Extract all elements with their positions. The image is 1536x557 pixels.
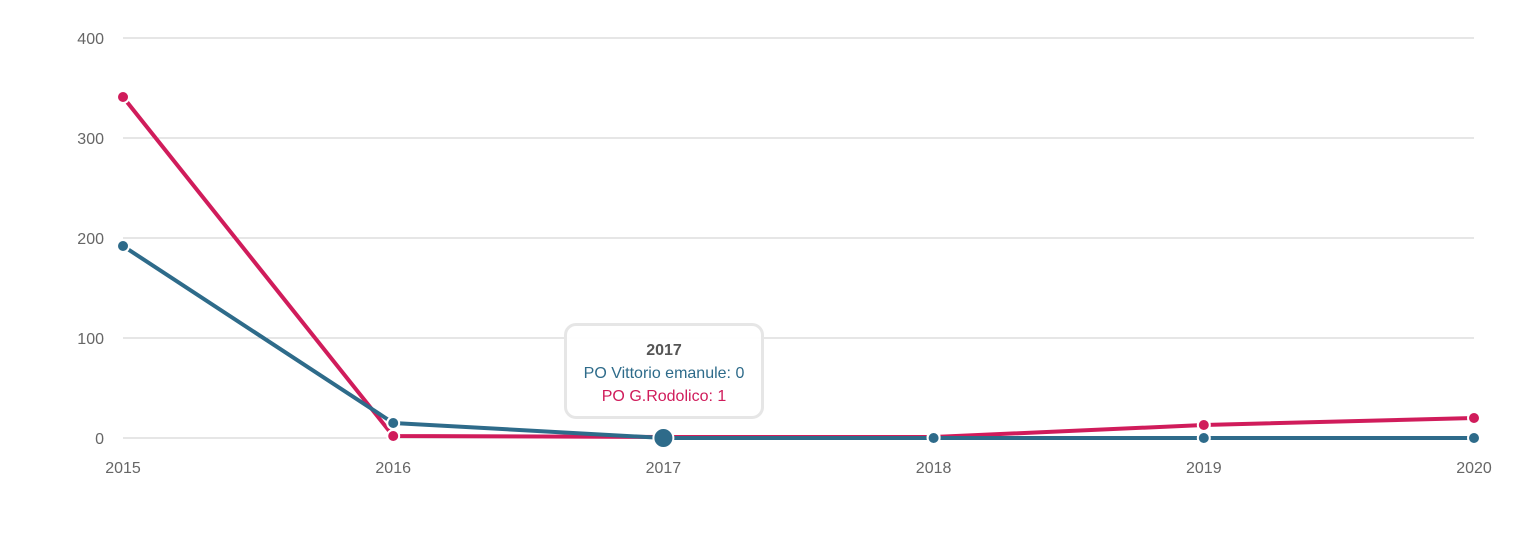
series-lines bbox=[121, 95, 1476, 440]
data-point-series-2[interactable] bbox=[1467, 411, 1481, 425]
y-tick-label: 200 bbox=[77, 231, 104, 248]
y-axis-tick-labels: 0 100 200 300 400 bbox=[77, 31, 104, 448]
data-point-series-1[interactable] bbox=[652, 427, 675, 449]
x-tick-label: 2019 bbox=[1186, 460, 1222, 477]
x-tick-label: 2017 bbox=[646, 460, 682, 477]
x-axis-tick-labels: 2015 2016 2017 2018 2019 2020 bbox=[105, 460, 1492, 477]
y-tick-label: 400 bbox=[77, 31, 104, 48]
data-point-series-1[interactable] bbox=[1196, 431, 1211, 445]
series-line-1 bbox=[121, 244, 1476, 440]
x-tick-label: 2016 bbox=[375, 460, 411, 477]
series-line-2 bbox=[121, 95, 1476, 439]
data-point-series-1[interactable] bbox=[1467, 431, 1481, 445]
data-point-series-2[interactable] bbox=[116, 90, 130, 104]
data-point-series-2[interactable] bbox=[1196, 418, 1211, 432]
series-points bbox=[116, 90, 1481, 449]
y-tick-label: 100 bbox=[77, 331, 104, 348]
data-point-series-1[interactable] bbox=[386, 416, 401, 430]
x-tick-label: 2020 bbox=[1456, 460, 1492, 477]
x-tick-label: 2018 bbox=[916, 460, 952, 477]
chart-tooltip: 2017 PO Vittorio emanule: 0 PO G.Rodolic… bbox=[564, 323, 764, 419]
data-point-series-2[interactable] bbox=[386, 429, 401, 443]
x-tick-label: 2015 bbox=[105, 460, 141, 477]
y-tick-label: 300 bbox=[77, 131, 104, 148]
tooltip-series-1-value: PO Vittorio emanule: 0 bbox=[583, 365, 745, 382]
data-point-series-1[interactable] bbox=[926, 431, 941, 445]
tooltip-series-2-value: PO G.Rodolico: 1 bbox=[601, 388, 727, 405]
data-point-series-1[interactable] bbox=[116, 239, 130, 253]
tooltip-category: 2017 bbox=[646, 342, 682, 359]
y-tick-label: 0 bbox=[95, 431, 104, 448]
